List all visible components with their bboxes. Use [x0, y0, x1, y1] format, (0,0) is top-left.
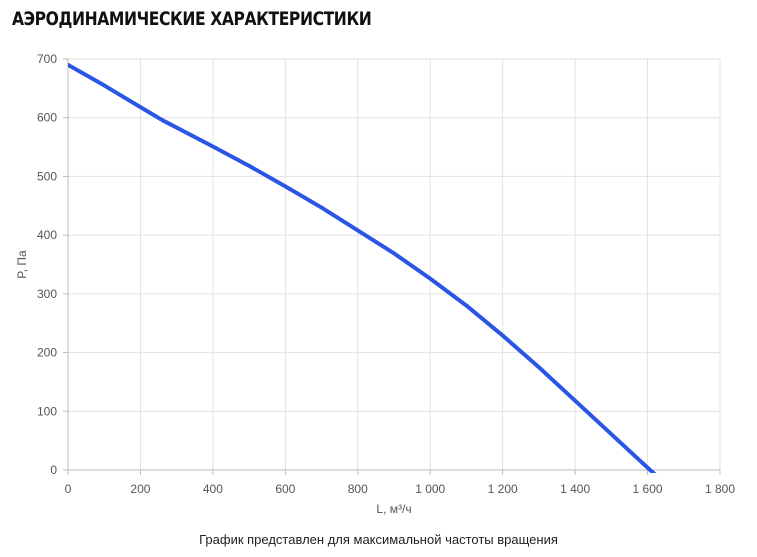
x-tick-label: 0 — [65, 482, 72, 496]
series-line — [68, 62, 657, 473]
x-tick-label: 1 400 — [560, 482, 590, 496]
x-axis-label: L, м³/ч — [376, 502, 411, 516]
x-tick-label: 200 — [130, 482, 150, 496]
y-tick-label: 0 — [50, 463, 57, 477]
x-tick-label: 1 000 — [415, 482, 445, 496]
y-tick-label: 700 — [37, 52, 57, 66]
x-tick-label: 600 — [275, 482, 295, 496]
grid — [68, 58, 721, 470]
y-tick-label: 200 — [37, 346, 57, 360]
y-axis-label: P, Па — [15, 250, 29, 279]
axes: 0 100 200 300 400 500 600 700 0 200 400 600 800 1 000… — [37, 52, 735, 496]
y-tick-label: 300 — [37, 287, 57, 301]
x-tick-label: 1 800 — [705, 482, 735, 496]
x-tick-label: 1 600 — [633, 482, 663, 496]
y-tick-label: 500 — [37, 169, 57, 183]
x-tick-label: 1 200 — [488, 482, 518, 496]
series-layer — [68, 62, 657, 473]
chart-title: АЭРОДИНАМИЧЕСКИЕ ХАРАКТЕРИСТИКИ — [12, 8, 372, 30]
y-tick-label: 100 — [37, 404, 57, 418]
y-tick-label: 400 — [37, 228, 57, 242]
x-tick-label: 400 — [203, 482, 223, 496]
y-tick-label: 600 — [37, 111, 57, 125]
chart-caption: График представлен для максимальной част… — [199, 532, 558, 547]
x-tick-label: 800 — [348, 482, 368, 496]
